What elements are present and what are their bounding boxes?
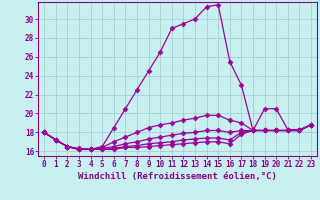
X-axis label: Windchill (Refroidissement éolien,°C): Windchill (Refroidissement éolien,°C)	[78, 172, 277, 181]
